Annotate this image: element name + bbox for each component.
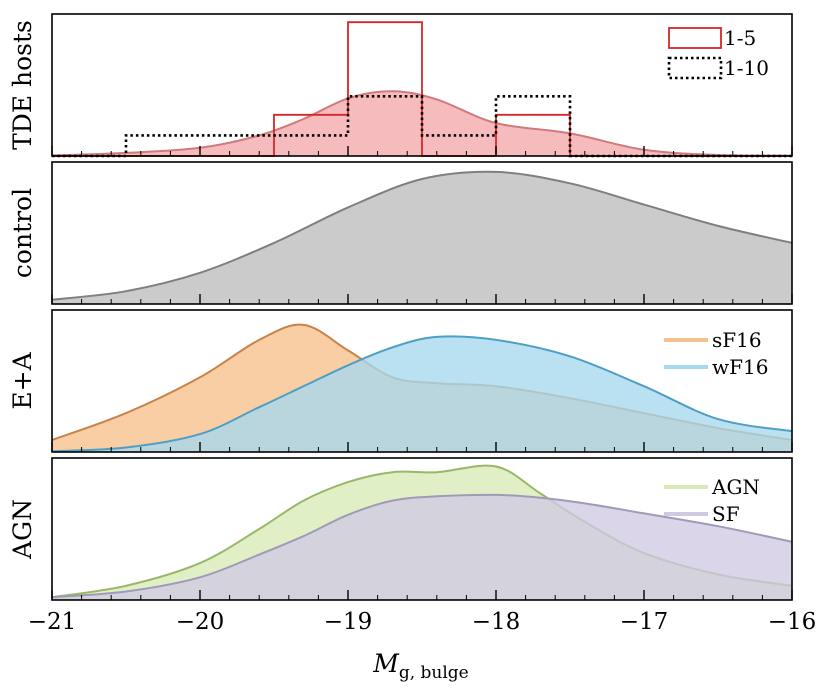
hist-1-5 bbox=[52, 21, 792, 157]
x-tick-label: −21 bbox=[28, 609, 77, 635]
panel-control: control bbox=[8, 161, 793, 305]
x-tick-label: −17 bbox=[620, 609, 669, 635]
plot-area-ea bbox=[51, 323, 793, 453]
x-tick-labels: −21 −20 −19 −18 −17 −16 bbox=[28, 609, 817, 635]
ylabel-agn: AGN bbox=[8, 499, 37, 560]
xlabel-subscript: g, bulge bbox=[399, 663, 469, 683]
legend-label-sf: SF bbox=[712, 502, 740, 526]
frame-agn bbox=[51, 457, 793, 601]
area-control bbox=[52, 171, 792, 304]
line-control bbox=[51, 170, 793, 301]
x-tick-label: −18 bbox=[472, 609, 521, 635]
x-tick-label: −20 bbox=[176, 609, 225, 635]
plot-area-agn bbox=[51, 464, 793, 600]
frame-control bbox=[51, 161, 793, 305]
x-ticks-agn bbox=[51, 590, 793, 600]
x-ticks-ea bbox=[51, 442, 793, 452]
legend-label-wf16: wF16 bbox=[712, 355, 768, 379]
legend-label-1-10: 1-10 bbox=[724, 56, 769, 80]
legend-swatch-1-5 bbox=[668, 27, 722, 49]
legend-swatch-1-10 bbox=[667, 56, 723, 80]
line-sf bbox=[51, 493, 793, 599]
x-tick-label: −16 bbox=[768, 609, 817, 635]
panel-tde-hosts: TDE hosts 1-5 1-10 bbox=[8, 13, 793, 158]
legend-ea: sF16 wF16 bbox=[664, 328, 768, 379]
frame-tde bbox=[51, 13, 793, 157]
area-sf bbox=[52, 494, 792, 600]
legend-tde: 1-5 1-10 bbox=[667, 26, 769, 80]
legend-label-agn: AGN bbox=[711, 475, 760, 499]
xlabel: Mg, bulge bbox=[372, 649, 469, 683]
area-wf16 bbox=[52, 336, 792, 452]
line-wf16 bbox=[51, 335, 793, 453]
ylabel-ea: E+A bbox=[8, 351, 37, 409]
panel-ea: E+A sF16 wF16 bbox=[8, 309, 793, 453]
legend-agn: AGN SF bbox=[664, 475, 760, 526]
x-tick-label: −19 bbox=[324, 609, 373, 635]
plot-area-control bbox=[51, 170, 793, 304]
x-ticks-tde bbox=[51, 146, 793, 156]
panel-agn: AGN AGN SF bbox=[8, 457, 793, 601]
frame-ea bbox=[51, 309, 793, 453]
ylabel-control: control bbox=[8, 188, 37, 278]
legend-label-sf16: sF16 bbox=[712, 328, 762, 352]
xlabel-symbol: M bbox=[372, 649, 400, 678]
hist-1-10 bbox=[52, 95, 792, 158]
plot-area-tde bbox=[51, 21, 793, 158]
x-ticks-control bbox=[51, 294, 793, 304]
ylabel-tde: TDE hosts bbox=[8, 20, 37, 150]
legend-label-1-5: 1-5 bbox=[724, 26, 756, 50]
